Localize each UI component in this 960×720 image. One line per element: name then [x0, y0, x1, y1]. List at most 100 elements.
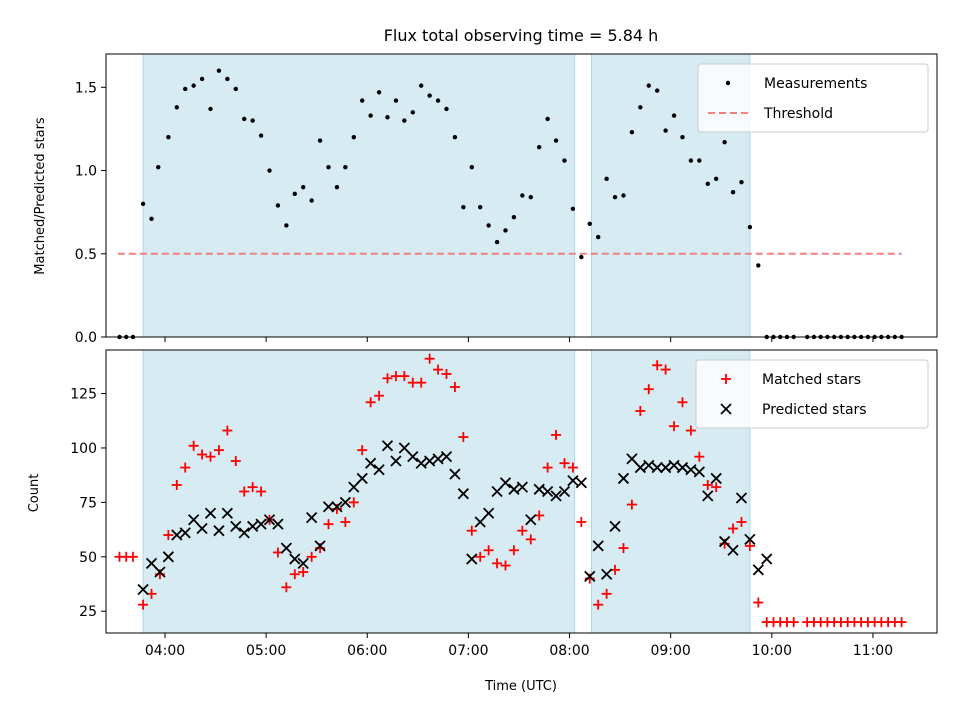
predicted-star-marker	[188, 514, 200, 526]
matched-star-marker	[694, 451, 705, 462]
measurement-point	[360, 98, 365, 103]
predicted-star-marker	[508, 483, 520, 495]
legend-label: Matched stars	[762, 372, 861, 388]
matched-star-marker	[483, 545, 494, 556]
y-tick-label: 1.0	[75, 164, 97, 180]
legend: Matched stars Predicted stars	[695, 359, 929, 429]
measurement-point	[242, 116, 247, 122]
x-axis-label: Time (UTC)	[484, 679, 557, 694]
matched-star-marker	[466, 525, 477, 536]
measurement-point	[494, 239, 500, 245]
matched-star-marker	[492, 558, 503, 569]
measurement-point	[520, 193, 525, 198]
legend-marker-matched	[721, 374, 731, 384]
matched-star-marker	[433, 364, 444, 375]
measurement-point	[174, 105, 179, 110]
predicted-star-marker	[634, 461, 646, 474]
measurement-point	[671, 113, 677, 118]
measurement-point	[149, 216, 154, 222]
observing-interval	[142, 53, 576, 338]
y-tick-label: 100	[70, 441, 97, 457]
predicted-star-marker	[263, 514, 276, 526]
matched-star-marker	[180, 462, 191, 473]
predicted-star-marker	[718, 535, 731, 548]
predicted-star-marker	[415, 457, 427, 469]
measurement-point	[452, 135, 458, 140]
predicted-star-marker	[440, 451, 453, 463]
x-tick-label: 07:00	[448, 643, 488, 659]
predicted-star-marker	[373, 464, 385, 476]
matched-star-marker	[475, 551, 486, 562]
measurement-point	[250, 118, 255, 123]
matched-star-marker	[416, 377, 427, 388]
predicted-star-marker	[432, 453, 444, 465]
measurement-point	[275, 203, 281, 208]
legend-label: Predicted stars	[762, 402, 867, 418]
matched-star-marker	[458, 432, 469, 443]
measurement-point	[410, 110, 415, 115]
matched-star-marker	[449, 382, 460, 393]
measurement-point	[140, 201, 146, 207]
measurement-point	[688, 158, 694, 163]
predicted-star-marker	[761, 553, 773, 565]
y-tick-label: 75	[79, 495, 97, 511]
top-panel: 0.0 0.5 1.0 1.5 Measurements Threshold	[75, 53, 938, 346]
predicted-star-marker	[710, 472, 722, 485]
predicted-star-marker	[221, 507, 233, 519]
predicted-star-marker	[407, 451, 419, 463]
matched-star-marker	[500, 560, 511, 571]
matched-star-marker	[652, 360, 663, 371]
matched-star-marker	[138, 599, 149, 610]
predicted-star-marker	[280, 542, 292, 554]
legend-label: Threshold	[763, 106, 833, 122]
matched-star-marker	[660, 364, 671, 375]
predicted-star-marker	[651, 461, 663, 474]
matched-star-marker	[127, 551, 138, 562]
predicted-star-marker	[423, 455, 436, 467]
measurement-point	[562, 158, 567, 163]
measurement-point	[166, 135, 171, 140]
measurement-point	[258, 133, 264, 138]
predicted-star-marker	[600, 568, 613, 580]
matched-star-marker	[239, 486, 250, 497]
predicted-star-marker	[154, 566, 166, 578]
x-tick-label: 09:00	[650, 643, 690, 659]
measurement-point	[334, 184, 340, 190]
measurement-point	[587, 221, 592, 226]
predicted-star-marker	[550, 490, 562, 502]
matched-star-marker	[230, 456, 241, 467]
measurement-point	[486, 223, 491, 228]
predicted-star-marker	[702, 490, 714, 502]
x-tick-label: 08:00	[549, 643, 589, 659]
measurement-point	[511, 214, 517, 220]
predicted-star-marker	[306, 511, 318, 524]
predicted-star-marker	[609, 520, 621, 532]
measurement-point	[461, 204, 466, 210]
measurement-point	[503, 228, 508, 233]
matched-star-marker	[390, 371, 401, 382]
matched-star-marker	[669, 421, 680, 432]
predicted-star-marker	[348, 481, 360, 493]
measurement-point	[376, 90, 382, 95]
predicted-star-marker	[179, 527, 191, 539]
matched-star-marker	[896, 617, 907, 628]
matched-star-marker	[348, 497, 359, 508]
matched-star-marker	[551, 429, 562, 440]
matched-star-marker	[567, 462, 578, 473]
predicted-star-marker	[727, 544, 739, 556]
matched-star-marker	[298, 567, 309, 578]
legend: Measurements Threshold	[697, 63, 929, 133]
measurement-point	[292, 191, 297, 197]
predicted-star-marker	[204, 507, 217, 519]
matched-star-marker	[407, 377, 418, 388]
axes-frame	[105, 53, 938, 338]
predicted-star-marker	[584, 570, 596, 583]
measurement-point	[536, 145, 542, 150]
predicted-star-marker	[617, 472, 630, 485]
predicted-star-marker	[196, 522, 208, 535]
y-tick-label: 25	[79, 604, 97, 620]
measurement-point	[629, 130, 635, 135]
matched-star-marker	[736, 516, 747, 527]
predicted-star-marker	[247, 520, 259, 532]
y-tick-label: 0.5	[75, 247, 97, 263]
